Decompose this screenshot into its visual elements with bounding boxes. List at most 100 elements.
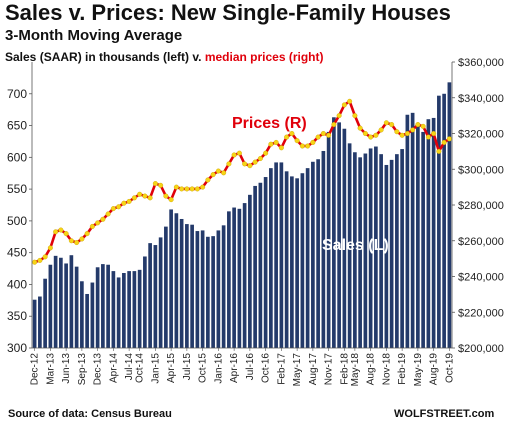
price-point <box>368 134 374 140</box>
x-tick-label: Jun-13 <box>61 353 72 384</box>
sales-bar <box>132 271 137 348</box>
price-point <box>373 132 379 138</box>
sales-bar <box>137 269 142 348</box>
price-point <box>320 130 326 136</box>
sales-bar <box>32 299 37 348</box>
sales-bar <box>127 271 131 348</box>
sales-bar <box>211 236 215 348</box>
sales-bar <box>59 257 63 348</box>
x-tick-label: Sep-13 <box>77 353 88 386</box>
sales-bar <box>426 119 431 348</box>
source-note: Source of data: Census Bureau <box>8 408 172 420</box>
right-axis: $200,000 $220,000 $240,000 $260,000 $280,000… <box>451 57 504 355</box>
price-point <box>79 236 85 242</box>
sales-bar <box>410 112 415 348</box>
price-point <box>84 231 90 237</box>
sales-bar <box>337 122 341 348</box>
left-tick-label: 450 <box>7 246 27 260</box>
price-point <box>362 130 368 136</box>
price-point <box>446 136 452 142</box>
price-point <box>341 102 347 108</box>
sales-bar <box>342 128 347 348</box>
sales-bar <box>431 117 436 349</box>
price-point <box>142 193 148 199</box>
price-point <box>32 259 38 265</box>
sales-bar <box>106 264 110 348</box>
sales-bar <box>116 277 121 348</box>
x-tick-label: Apr-16 <box>229 353 240 383</box>
sales-bar <box>253 185 257 348</box>
price-point <box>436 148 442 154</box>
sales-bar <box>74 266 79 348</box>
x-tick-label: Jan-15 <box>150 353 161 384</box>
sales-bar <box>122 273 126 348</box>
price-point <box>278 145 284 151</box>
sales-bar <box>353 152 357 348</box>
sales-bar <box>101 264 105 348</box>
sales-bar <box>185 224 189 348</box>
price-point <box>189 186 195 192</box>
price-point <box>89 223 95 229</box>
prices-line <box>32 98 452 265</box>
price-point <box>184 186 190 192</box>
left-tick-label: 400 <box>7 277 27 291</box>
price-point <box>352 113 358 119</box>
sales-bar <box>227 211 231 348</box>
price-point <box>152 181 158 187</box>
price-point <box>168 197 174 203</box>
price-point <box>137 191 143 197</box>
sales-bar <box>90 282 95 348</box>
sales-bar <box>111 271 116 348</box>
price-point <box>74 240 80 246</box>
price-point <box>53 229 59 235</box>
sales-bar <box>363 153 368 348</box>
price-point <box>310 139 316 145</box>
left-tick-label: 500 <box>7 214 27 228</box>
sales-bar <box>263 177 268 348</box>
brand-footer: WOLFSTREET.com <box>394 408 494 420</box>
price-point <box>100 216 106 222</box>
sales-bar <box>279 162 284 348</box>
price-point <box>294 138 300 144</box>
right-tick-label: $260,000 <box>458 236 504 248</box>
sales-bar <box>379 154 383 348</box>
price-point <box>331 122 337 128</box>
chart-description: Sales (SAAR) in thousands (left) v. medi… <box>5 50 324 64</box>
sales-bar <box>295 178 299 348</box>
chart-title: Sales v. Prices: New Single-Family House… <box>5 0 451 25</box>
right-tick-label: $300,000 <box>458 164 504 176</box>
sales-bar <box>368 148 373 348</box>
x-tick-label: Dec-13 <box>93 353 104 386</box>
price-point <box>126 198 132 204</box>
price-point <box>394 129 400 135</box>
price-point <box>205 177 211 183</box>
x-tick-label: Nov-18 <box>381 353 392 386</box>
price-point <box>215 168 221 174</box>
x-tick-label: Jan-16 <box>213 353 224 384</box>
annotation-prices: Prices (R) <box>232 115 307 132</box>
price-point <box>210 172 216 178</box>
sales-bar <box>316 159 320 348</box>
price-point <box>268 141 274 147</box>
sales-bar <box>242 203 247 348</box>
x-tick-label: Mar-13 <box>45 353 56 385</box>
sales-bar <box>195 231 200 348</box>
x-tick-label: Jul-15 <box>182 353 193 381</box>
left-tick-label: 300 <box>7 341 27 355</box>
sales-bar <box>237 208 242 348</box>
sales-bar <box>232 207 236 348</box>
price-point <box>68 238 74 244</box>
x-tick-label: Apr-15 <box>166 353 177 383</box>
x-tick-label: Aug-18 <box>366 353 377 386</box>
price-point <box>37 257 43 263</box>
left-tick-label: 650 <box>7 119 27 133</box>
price-point <box>347 98 353 104</box>
price-point <box>357 125 363 131</box>
sales-bar <box>395 154 399 348</box>
right-tick-label: $340,000 <box>458 93 504 105</box>
price-point <box>420 123 426 129</box>
sales-bar <box>190 224 194 348</box>
left-tick-label: 600 <box>7 150 27 164</box>
sales-bar <box>332 117 336 348</box>
